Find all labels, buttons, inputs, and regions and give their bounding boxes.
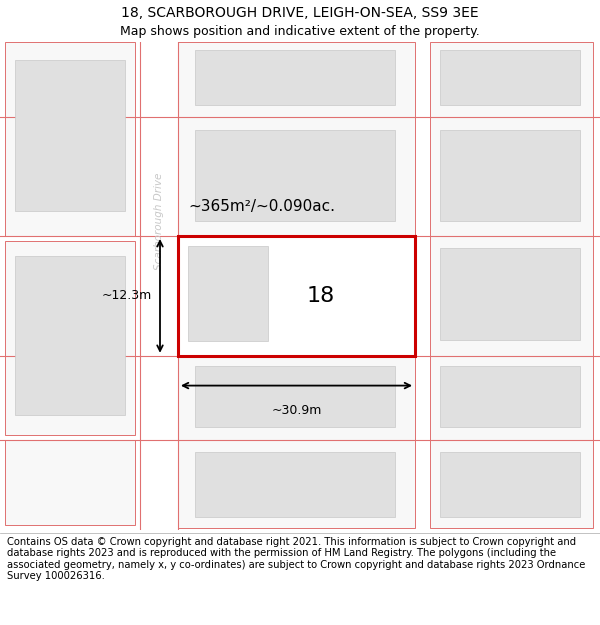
Bar <box>430 42 593 117</box>
Bar <box>440 50 580 105</box>
Text: 18: 18 <box>306 286 334 306</box>
Bar <box>188 246 268 341</box>
Bar <box>195 50 395 105</box>
Bar <box>430 236 593 356</box>
Bar <box>5 241 135 436</box>
Text: 18, SCARBOROUGH DRIVE, LEIGH-ON-SEA, SS9 3EE: 18, SCARBOROUGH DRIVE, LEIGH-ON-SEA, SS9… <box>121 6 479 20</box>
Bar <box>440 248 580 340</box>
Bar <box>195 129 395 221</box>
Bar <box>430 356 593 441</box>
Bar <box>440 129 580 221</box>
Text: ~30.9m: ~30.9m <box>271 404 322 416</box>
Bar <box>15 60 125 211</box>
Text: ~12.3m: ~12.3m <box>102 289 152 302</box>
Bar <box>5 42 135 236</box>
Bar <box>440 366 580 428</box>
Bar <box>140 42 178 530</box>
Text: ~365m²/~0.090ac.: ~365m²/~0.090ac. <box>188 199 335 214</box>
Bar <box>195 366 395 428</box>
Bar <box>5 441 135 525</box>
Bar <box>430 117 593 236</box>
Bar <box>178 441 415 528</box>
Bar <box>15 256 125 416</box>
Text: Map shows position and indicative extent of the property.: Map shows position and indicative extent… <box>120 25 480 38</box>
Bar <box>178 117 415 236</box>
Bar <box>178 42 415 117</box>
Bar <box>430 441 593 528</box>
Text: Contains OS data © Crown copyright and database right 2021. This information is : Contains OS data © Crown copyright and d… <box>7 537 586 581</box>
Bar <box>195 452 395 517</box>
Text: Scarborough Drive: Scarborough Drive <box>154 173 164 270</box>
Bar <box>178 236 415 356</box>
Bar <box>178 356 415 441</box>
Bar <box>440 452 580 517</box>
